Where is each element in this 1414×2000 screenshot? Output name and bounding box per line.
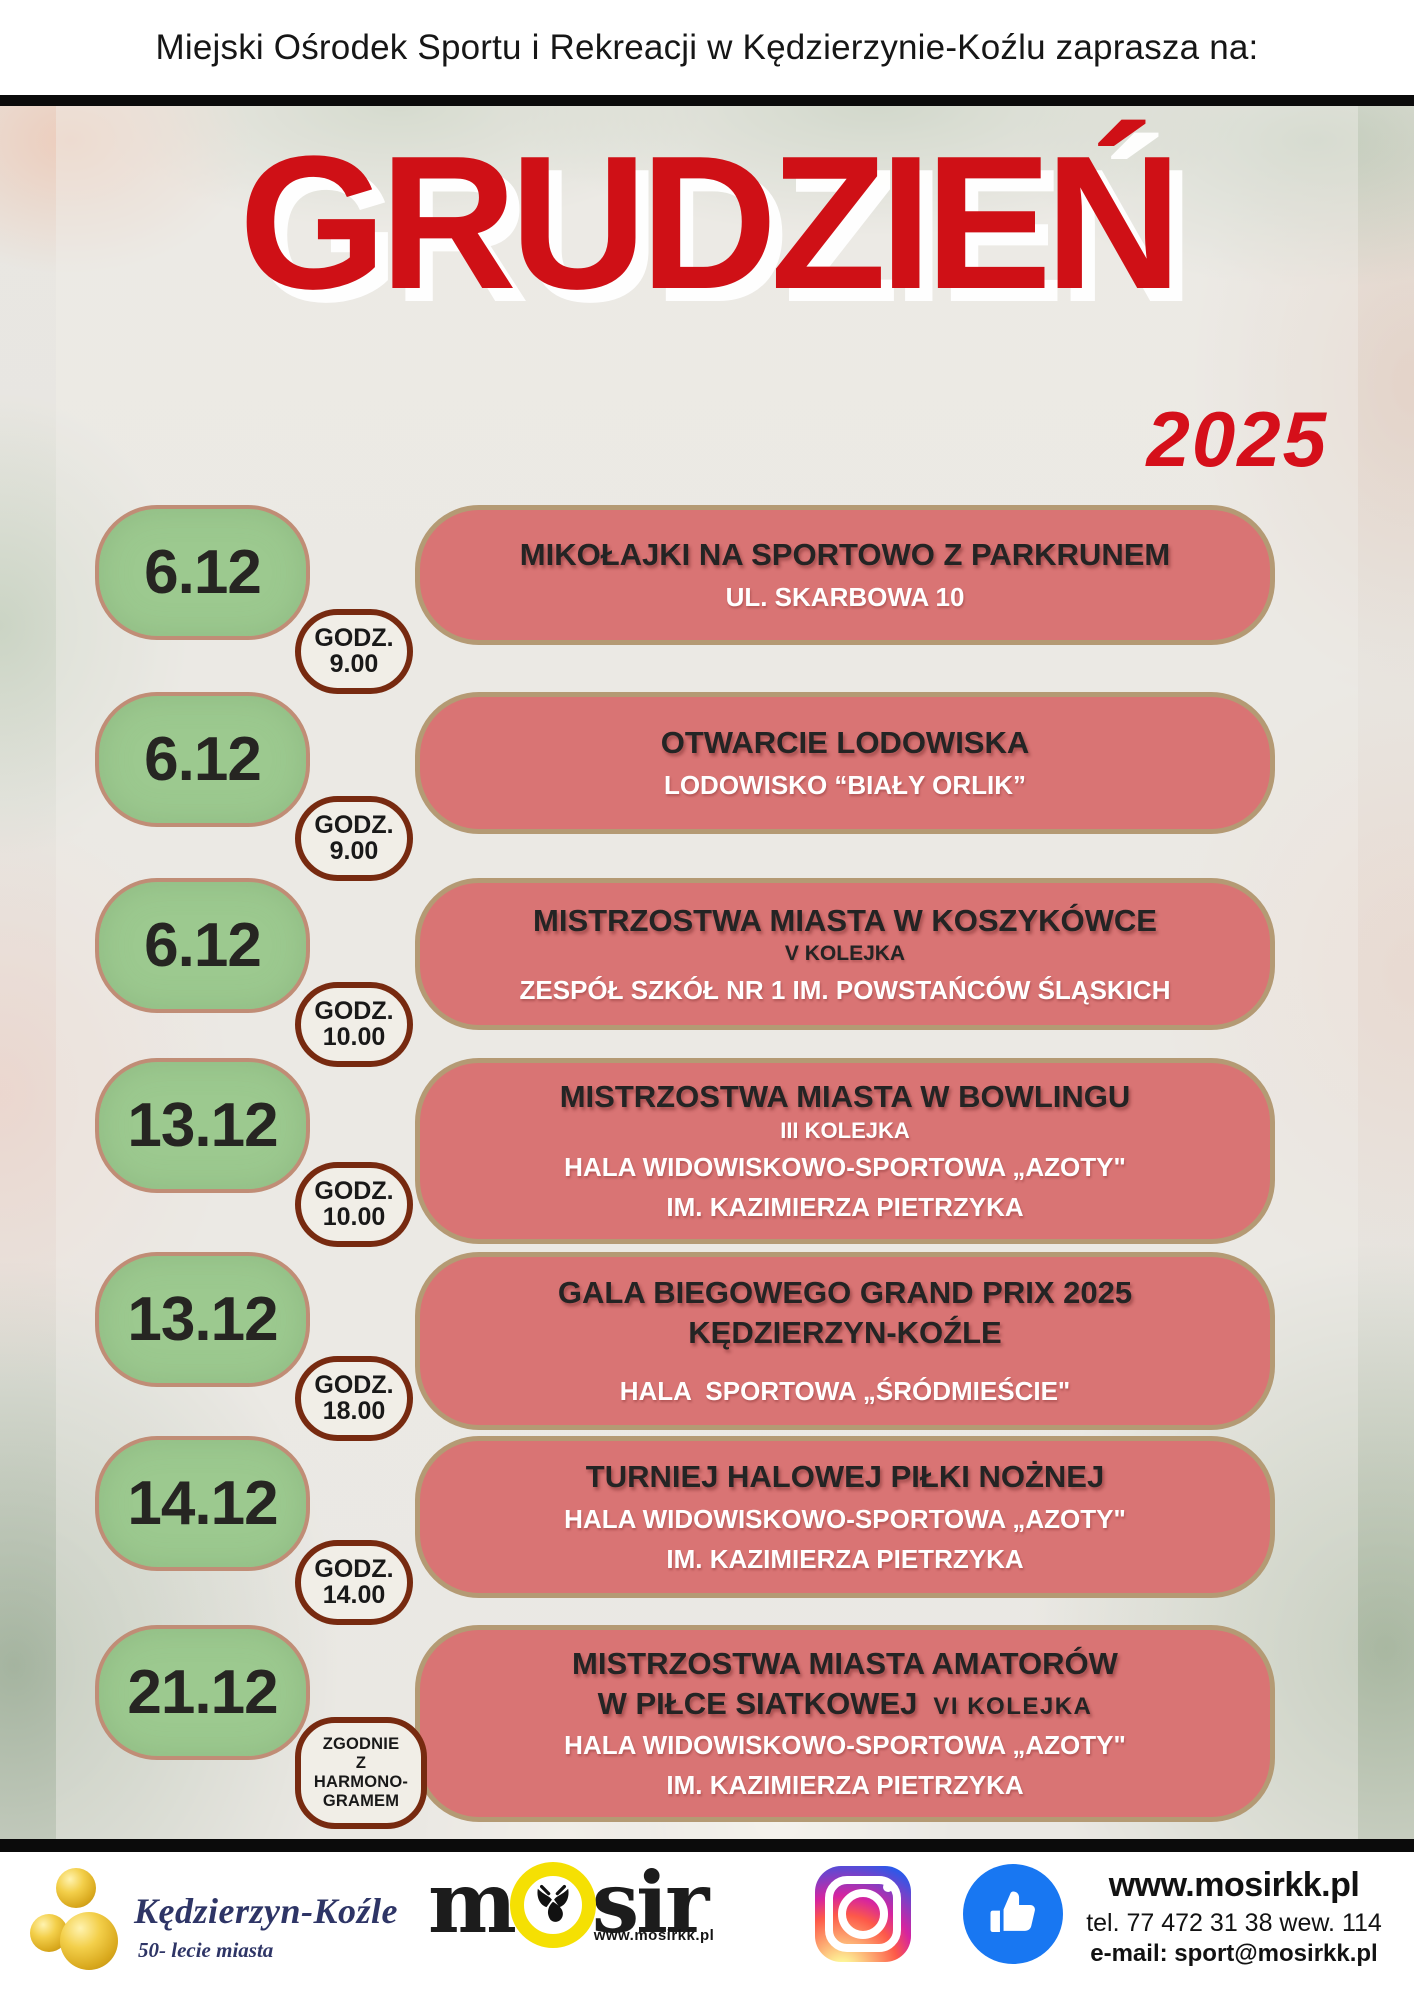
- event-date-column: 6.12 GODZ. 10.00: [95, 878, 415, 1067]
- year-label: 2025: [1146, 395, 1328, 483]
- event-time-badge: GODZ. 14.00: [295, 1540, 413, 1625]
- event-row: 13.12 GODZ. 18.00 GALA BIEGOWEGO GRAND PRIX…: [95, 1252, 1275, 1441]
- month-title: GRUDZIEŃ: [238, 117, 1182, 329]
- gold-balls-icon: [30, 1868, 124, 1978]
- event-date-pill: 6.12: [95, 505, 310, 640]
- top-banner: Miejski Ośrodek Sportu i Rekreacji w Kęd…: [0, 0, 1414, 95]
- event-card: GALA BIEGOWEGO GRAND PRIX 2025 KĘDZIERZYN…: [415, 1252, 1275, 1430]
- event-date-pill: 6.12: [95, 692, 310, 827]
- event-title-suffix: VI KOLEJKA: [933, 1692, 1093, 1720]
- event-date-column: 13.12 GODZ. 18.00: [95, 1252, 415, 1441]
- event-date-pill: 14.12: [95, 1436, 310, 1571]
- event-title: OTWARCIE LODOWISKA: [660, 725, 1030, 761]
- phone-number: tel. 77 472 31 38 wew. 114: [1086, 1909, 1382, 1937]
- event-row: 21.12 ZGODNIE Z HARMONO- GRAMEM MISTRZOSTWA M…: [95, 1625, 1275, 1829]
- event-detail: IM. KAZIMIERZA PIETRZYKA: [666, 1543, 1024, 1574]
- event-row: 6.12 GODZ. 10.00 MISTRZOSTWA MIASTA W KOSZY…: [95, 878, 1275, 1067]
- email-address: e-mail: sport@mosirkk.pl: [1090, 1940, 1378, 1967]
- city-logo: Kędzierzyn-Koźle 50- lecie miasta: [30, 1868, 398, 1978]
- event-time-badge: GODZ. 18.00: [295, 1356, 413, 1441]
- event-date-pill: 13.12: [95, 1252, 310, 1387]
- event-detail: HALA WIDOWISKOWO-SPORTOWA „AZOTY": [564, 1152, 1126, 1183]
- event-date-pill: 13.12: [95, 1058, 310, 1193]
- website-url: www.mosirkk.pl: [1108, 1866, 1360, 1904]
- event-detail: III KOLEJKA: [780, 1117, 910, 1143]
- event-date-column: 14.12 GODZ. 14.00: [95, 1436, 415, 1625]
- city-logo-name: Kędzierzyn-Koźle: [134, 1891, 398, 1931]
- poster: GRUDZIEŃ 2025 6.12 GODZ. 9.00 MIKOŁAJKI NA …: [0, 106, 1414, 1839]
- event-date-column: 21.12 ZGODNIE Z HARMONO- GRAMEM: [95, 1625, 427, 1829]
- instagram-icon: [815, 1866, 911, 1962]
- event-date-pill: 6.12: [95, 878, 310, 1013]
- event-title: TURNIEJ HALOWEJ PIŁKI NOŻNEJ: [585, 1459, 1105, 1495]
- footer: Kędzierzyn-Koźle 50- lecie miasta m sir …: [0, 1852, 1414, 2000]
- event-card: TURNIEJ HALOWEJ PIŁKI NOŻNEJ HALA WIDOWIS…: [415, 1436, 1275, 1598]
- event-time-badge: GODZ. 10.00: [295, 1162, 413, 1247]
- event-detail: IM. KAZIMIERZA PIETRZYKA: [666, 1770, 1024, 1801]
- event-card: MIKOŁAJKI NA SPORTOWO Z PARKRUNEM UL. SKA…: [415, 505, 1275, 645]
- event-row: 6.12 GODZ. 9.00 OTWARCIE LODOWISKA LODOWISKO…: [95, 692, 1275, 881]
- event-detail: ZESPÓŁ SZKÓŁ NR 1 IM. POWSTAŃCÓW ŚLĄSKIC…: [519, 974, 1171, 1005]
- event-title: MISTRZOSTWA MIASTA W BOWLINGU: [559, 1079, 1131, 1114]
- event-title: MISTRZOSTWA MIASTA AMATORÓW W PIŁCE SIATK…: [572, 1646, 1118, 1721]
- event-detail: HALA SPORTOWA „ŚRÓDMIEŚCIE": [619, 1375, 1071, 1406]
- contact-info: www.mosirkk.pl tel. 77 472 31 38 wew. 11…: [1064, 1866, 1404, 1968]
- event-card: MISTRZOSTWA MIASTA W BOWLINGU III KOLEJKA…: [415, 1058, 1275, 1244]
- event-row: 13.12 GODZ. 10.00 MISTRZOSTWA MIASTA W BOWL…: [95, 1058, 1275, 1247]
- event-time-badge: ZGODNIE Z HARMONO- GRAMEM: [295, 1717, 427, 1829]
- event-time-badge: GODZ. 9.00: [295, 796, 413, 881]
- mosir-logo-prefix: m: [428, 1853, 517, 1952]
- event-row: 14.12 GODZ. 14.00 TURNIEJ HALOWEJ PIŁKI NOŻ…: [95, 1436, 1275, 1625]
- mosir-logo-suffix: sir: [591, 1853, 709, 1952]
- facebook-like-icon: [963, 1864, 1063, 1964]
- event-title: MIKOŁAJKI NA SPORTOWO Z PARKRUNEM: [519, 537, 1171, 573]
- event-card: MISTRZOSTWA MIASTA AMATORÓW W PIŁCE SIATK…: [415, 1625, 1275, 1822]
- event-card: OTWARCIE LODOWISKA LODOWISKO “BIAŁY ORLIK…: [415, 692, 1275, 834]
- event-detail: HALA WIDOWISKOWO-SPORTOWA „AZOTY": [564, 1730, 1126, 1761]
- divider-bottom: [0, 1839, 1414, 1852]
- event-detail: UL. SKARBOWA 10: [725, 581, 965, 612]
- divider-top: [0, 95, 1414, 106]
- event-date-column: 6.12 GODZ. 9.00: [95, 692, 415, 881]
- event-title: GALA BIEGOWEGO GRAND PRIX 2025 KĘDZIERZYN…: [557, 1275, 1133, 1351]
- event-time-badge: GODZ. 9.00: [295, 609, 413, 694]
- event-date-column: 6.12 GODZ. 9.00: [95, 505, 415, 694]
- mosir-logo: m sir www.mosirkk.pl: [428, 1853, 714, 1952]
- mosir-logo-url: www.mosirkk.pl: [593, 1927, 715, 1944]
- event-detail: IM. KAZIMIERZA PIETRZYKA: [666, 1192, 1024, 1223]
- event-date-column: 13.12 GODZ. 10.00: [95, 1058, 415, 1247]
- event-detail: V KOLEJKA: [784, 942, 906, 966]
- event-card: MISTRZOSTWA MIASTA W KOSZYKÓWCE V KOLEJKA…: [415, 878, 1275, 1030]
- event-date-pill: 21.12: [95, 1625, 310, 1760]
- event-title: MISTRZOSTWA MIASTA W KOSZYKÓWCE: [533, 902, 1157, 938]
- banner-text: Miejski Ośrodek Sportu i Rekreacji w Kęd…: [155, 27, 1259, 67]
- event-time-badge: GODZ. 10.00: [295, 982, 413, 1067]
- event-detail: LODOWISKO “BIAŁY ORLIK”: [663, 769, 1027, 800]
- mosir-emblem-icon: [509, 1862, 596, 1948]
- event-detail: HALA WIDOWISKOWO-SPORTOWA „AZOTY": [564, 1504, 1126, 1535]
- event-row: 6.12 GODZ. 9.00 MIKOŁAJKI NA SPORTOWO Z PAR…: [95, 505, 1275, 694]
- city-logo-subtitle: 50- lecie miasta: [138, 1938, 274, 1962]
